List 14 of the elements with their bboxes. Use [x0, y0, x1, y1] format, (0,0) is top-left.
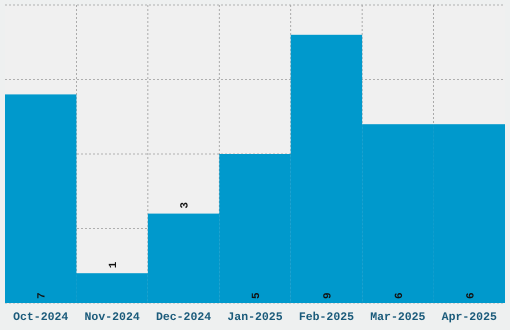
data-label: 6 — [465, 292, 478, 299]
x-tick-label: Mar-2025 — [370, 311, 426, 324]
x-tick-label: Dec-2024 — [156, 311, 212, 324]
data-label: 9 — [322, 292, 334, 299]
x-tick-label: Oct-2024 — [13, 311, 68, 324]
x-tick-label: Nov-2024 — [84, 311, 140, 324]
data-label: 1 — [108, 261, 120, 268]
data-label: 3 — [180, 202, 192, 209]
data-label: 6 — [394, 292, 406, 299]
x-tick-label: Jan-2025 — [227, 311, 283, 324]
x-tick-label: Feb-2025 — [298, 311, 354, 324]
data-label: 5 — [251, 292, 263, 299]
x-tick-label: Apr-2025 — [442, 311, 497, 324]
data-label: 7 — [36, 292, 49, 299]
